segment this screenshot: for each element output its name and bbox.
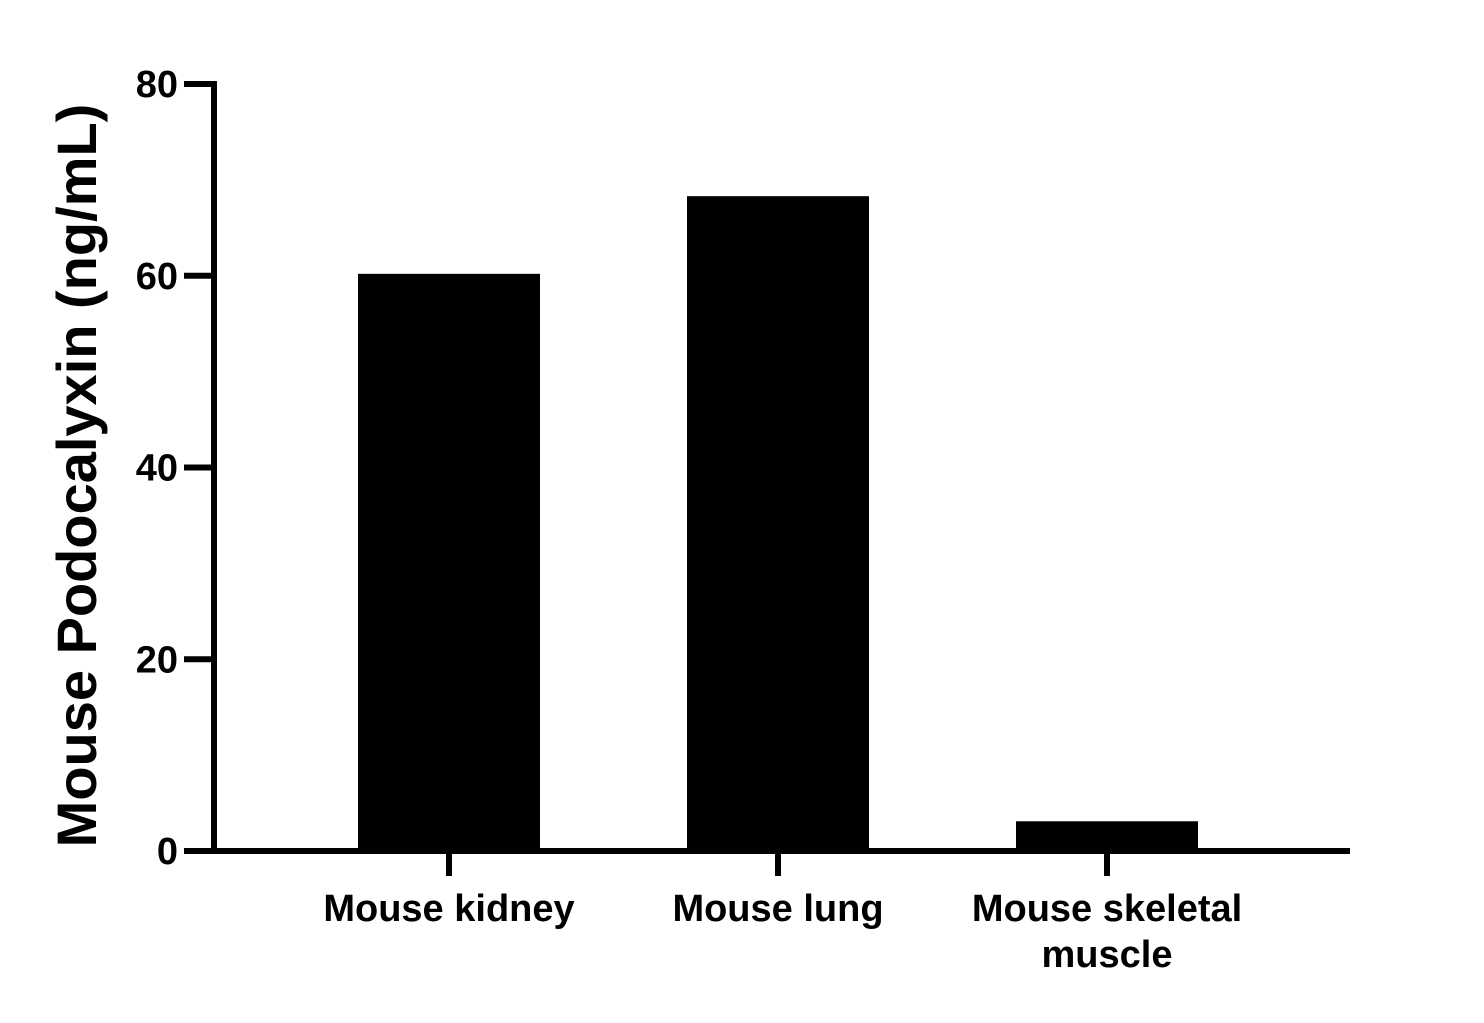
y-axis-title: Mouse Podocalyxin (ng/mL)	[45, 104, 108, 848]
x-category-label: Mouse lung	[672, 888, 883, 930]
bar	[687, 196, 869, 851]
y-tick-label: 20	[136, 639, 178, 681]
bar	[1016, 821, 1198, 851]
y-tick-label: 0	[157, 831, 178, 873]
y-tick-label: 40	[136, 448, 178, 490]
y-ticks: 0 20 40 60 80	[136, 64, 214, 873]
x-category-label-line: Mouse kidney	[323, 888, 574, 930]
y-tick-label: 80	[136, 64, 178, 106]
y-tick-label: 60	[136, 256, 178, 298]
x-category-label: Mouse skeletal muscle	[972, 888, 1242, 976]
x-category-label: Mouse kidney	[323, 888, 574, 930]
bars-layer	[358, 196, 1198, 851]
x-category-label-line: Mouse skeletal	[972, 888, 1242, 930]
bar	[358, 273, 540, 851]
x-category-label-line: Mouse lung	[672, 888, 883, 930]
x-category-label-line: muscle	[1042, 934, 1173, 976]
x-ticks: Mouse kidney Mouse lung Mouse skeletal musc…	[323, 851, 1242, 976]
